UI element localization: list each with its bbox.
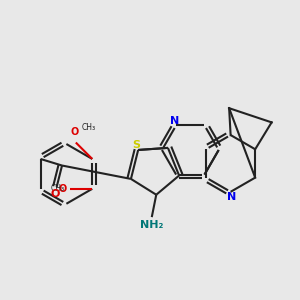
Text: O: O	[50, 190, 60, 200]
Text: N: N	[170, 116, 179, 126]
Text: O: O	[58, 184, 66, 194]
Text: N: N	[227, 192, 237, 202]
Text: S: S	[132, 140, 140, 151]
Text: NH₂: NH₂	[140, 220, 164, 230]
Text: O: O	[70, 127, 79, 137]
Text: CH₃: CH₃	[82, 123, 96, 132]
Text: CH₃: CH₃	[50, 184, 64, 193]
